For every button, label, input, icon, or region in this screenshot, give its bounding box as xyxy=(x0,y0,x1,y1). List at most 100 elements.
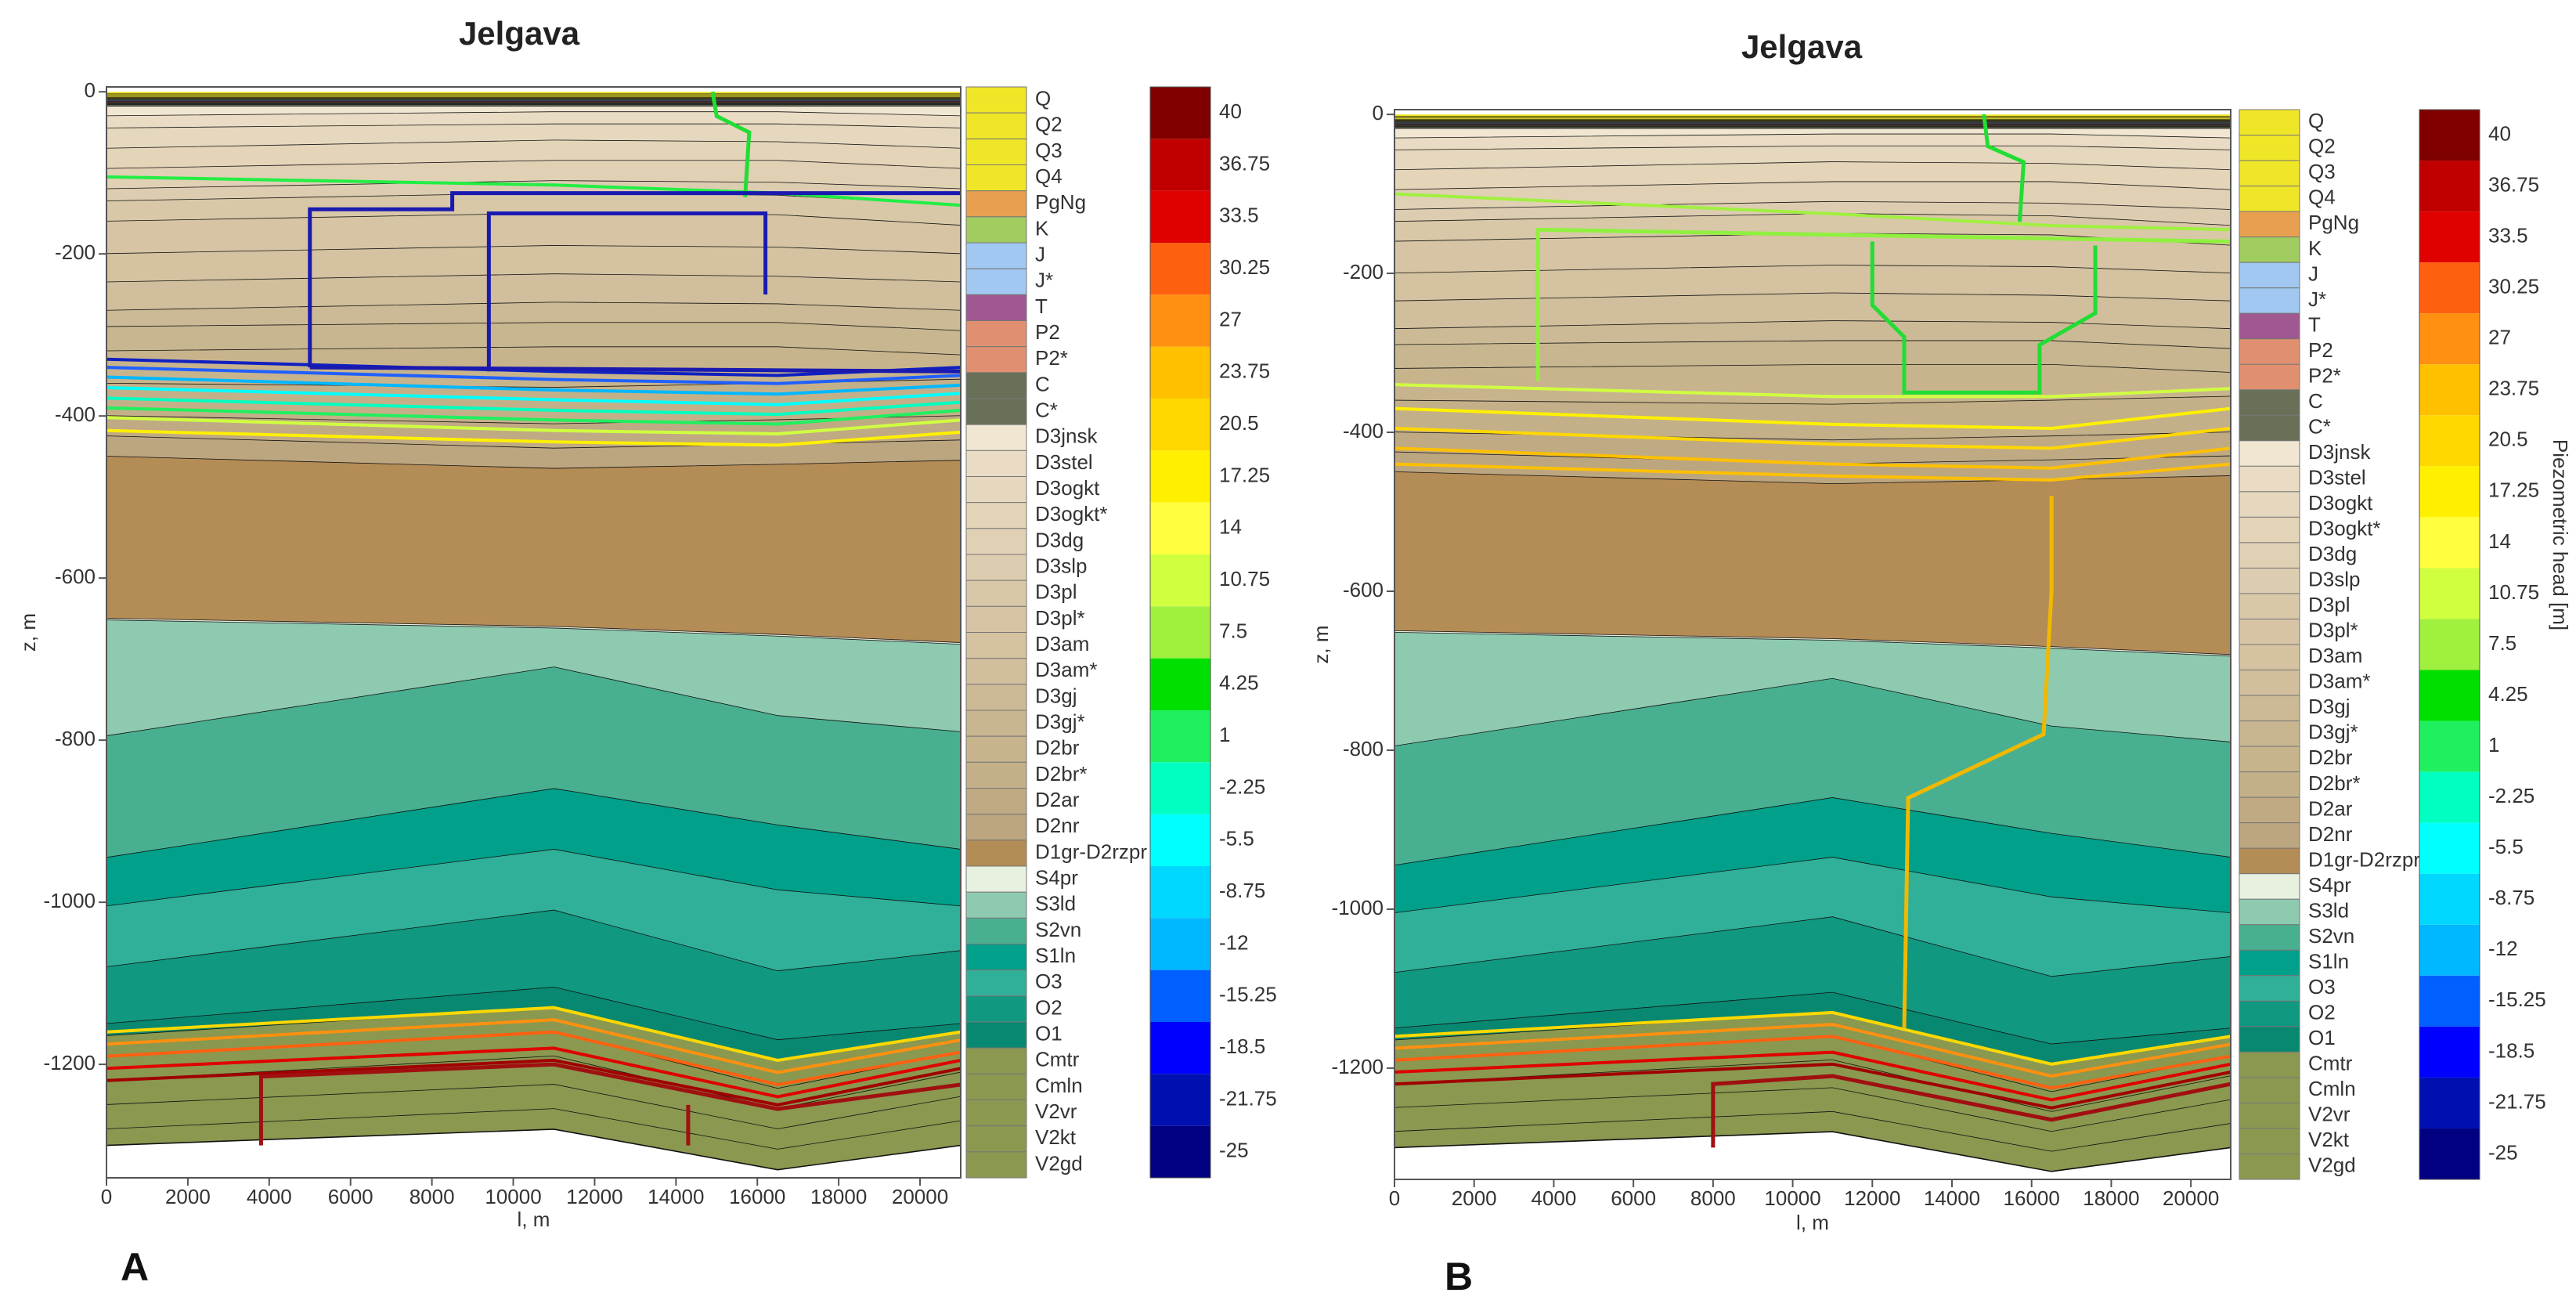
colorbar-label: 40 xyxy=(1219,99,1242,123)
legend-swatch xyxy=(965,216,1027,244)
legend-swatch xyxy=(2239,237,2300,263)
colorbar-label: 4.25 xyxy=(2488,682,2528,706)
colorbar-cell xyxy=(1150,346,1210,399)
legend-label: J xyxy=(1035,242,1045,265)
colorbar-cell xyxy=(1150,502,1210,554)
legend-swatch xyxy=(2239,720,2300,747)
colorbar-label: -8.75 xyxy=(1219,879,1265,902)
head-contour xyxy=(106,375,961,396)
layer xyxy=(106,667,961,858)
legend-swatch xyxy=(965,1047,1027,1074)
colorbar-label: -21.75 xyxy=(2488,1089,2546,1113)
layer-boundary xyxy=(1394,1131,2231,1172)
colorbar-cell xyxy=(2419,670,2480,721)
head-contour xyxy=(106,1030,961,1087)
legend-label: D3slp xyxy=(1035,554,1087,577)
colorbar-cell xyxy=(1150,294,1210,347)
colorbar-label: 40 xyxy=(2488,121,2511,145)
layer xyxy=(1394,452,2231,484)
legend-label: Q2 xyxy=(1035,113,1063,136)
head-contour xyxy=(1394,1035,2231,1090)
layer xyxy=(1394,146,2231,171)
colorbar-cell xyxy=(2419,262,2480,314)
layer xyxy=(1394,992,2231,1064)
legend-label: K xyxy=(1035,216,1049,240)
legend-label: D3pl* xyxy=(1035,606,1085,630)
legend-swatch xyxy=(965,605,1027,633)
colorbar-cell xyxy=(2419,161,2480,212)
legend-swatch xyxy=(2239,440,2300,467)
legend-swatch xyxy=(965,684,1027,711)
legend-swatch xyxy=(965,891,1027,919)
legend-label: D3slp xyxy=(2308,568,2360,591)
legend-label: D3am* xyxy=(2308,670,2370,693)
legend-label: C xyxy=(1035,372,1050,395)
legend-swatch xyxy=(965,761,1027,789)
legend-swatch xyxy=(2239,160,2300,187)
colorbar-cell xyxy=(1150,710,1210,763)
legend-swatch xyxy=(2239,363,2300,391)
y-axis-label: z, m xyxy=(1309,625,1333,663)
colorbar-cell xyxy=(1150,866,1210,919)
layer xyxy=(1394,632,2231,746)
legend-label: V2vr xyxy=(2308,1103,2351,1126)
legend-swatch xyxy=(2239,1051,2300,1078)
head-contour xyxy=(1394,383,2231,399)
colorbar-label: -8.75 xyxy=(2488,886,2535,909)
colorbar-label: 1 xyxy=(1219,723,1230,746)
legend-label: K xyxy=(2308,237,2322,260)
legend-label: J* xyxy=(2308,287,2326,311)
legend-swatch xyxy=(2239,186,2300,212)
y-tick-label: -200 xyxy=(1343,260,1384,283)
legend-label: D3jnsk xyxy=(1035,424,1098,448)
legend-swatch xyxy=(965,398,1027,425)
colorbar-frame xyxy=(2419,109,2480,1180)
legend-swatch xyxy=(965,1151,1027,1179)
legend-label: D3dg xyxy=(1035,528,1084,551)
legend-swatch xyxy=(2239,312,2300,340)
legend-label: J* xyxy=(1035,269,1053,292)
colorbar-label: -25 xyxy=(1219,1139,1249,1162)
colorbar-label: -21.75 xyxy=(1219,1086,1277,1110)
x-tick-label: 4000 xyxy=(1532,1186,1577,1210)
legend-label: D3am* xyxy=(1035,658,1097,681)
colorbar-label: 4.25 xyxy=(1219,671,1259,695)
x-tick-label: 14000 xyxy=(648,1185,704,1208)
legend-swatch xyxy=(2239,338,2300,365)
legend-label: C* xyxy=(2308,414,2331,438)
flow-path xyxy=(1902,496,2054,1029)
legend-swatch xyxy=(2239,847,2300,875)
x-tick-label: 2000 xyxy=(1452,1186,1497,1210)
legend-label: Cmtr xyxy=(2308,1052,2353,1075)
layer xyxy=(1394,917,2231,1045)
head-contour xyxy=(1394,1010,2231,1066)
colorbar-label: 23.75 xyxy=(1219,359,1270,383)
colorbar-cell xyxy=(1150,450,1210,503)
legend-swatch xyxy=(2239,491,2300,518)
layer xyxy=(106,789,961,907)
head-contour xyxy=(106,428,961,447)
legend-label: D3ogkt xyxy=(1035,476,1100,500)
legend-swatch xyxy=(2239,873,2300,900)
x-tick-label: 10000 xyxy=(485,1185,541,1208)
legend-swatch xyxy=(965,346,1027,374)
colorbar-label: 17.25 xyxy=(2488,478,2539,502)
legend-label: V2kt xyxy=(2308,1128,2350,1151)
plot-frame xyxy=(1394,109,2231,1180)
flow-path xyxy=(710,91,752,197)
legend-label: Cmln xyxy=(2308,1077,2356,1100)
legend-label: S2vn xyxy=(2308,924,2354,948)
y-tick-label: -1200 xyxy=(1332,1055,1384,1078)
colorbar-label: 7.5 xyxy=(1219,619,1247,642)
layer xyxy=(106,213,961,255)
legend-swatch xyxy=(965,528,1027,555)
x-tick-label: 12000 xyxy=(566,1185,622,1208)
legend-swatch xyxy=(965,735,1027,763)
legend-label: S3ld xyxy=(2308,898,2349,922)
colorbar-label: 10.75 xyxy=(2488,580,2539,604)
colorbar-cell xyxy=(1150,762,1210,814)
x-tick-label: 10000 xyxy=(1764,1186,1820,1210)
y-tick-label: -1200 xyxy=(44,1051,96,1074)
head-contour xyxy=(1394,1050,2231,1102)
